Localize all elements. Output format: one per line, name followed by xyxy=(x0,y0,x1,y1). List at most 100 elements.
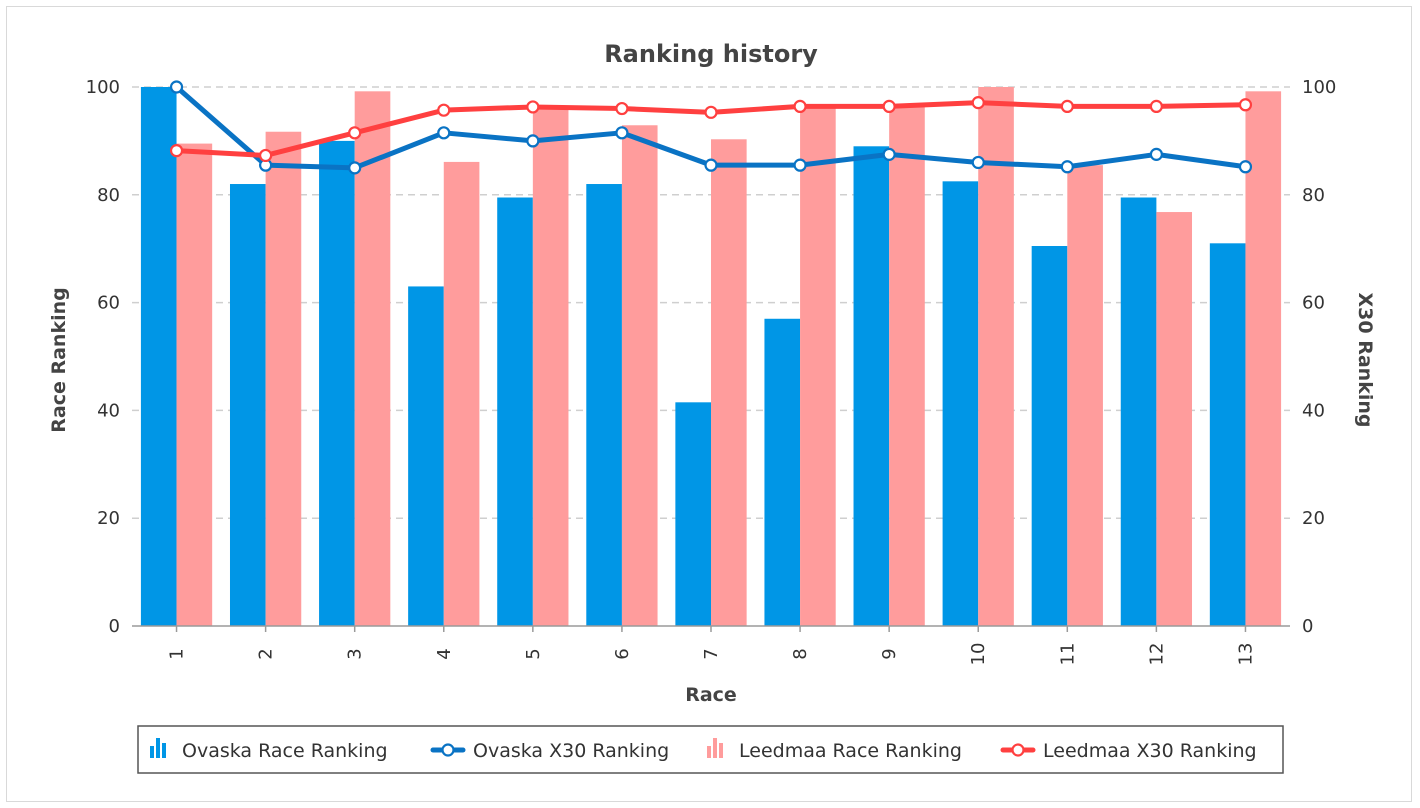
y-tick-right: 80 xyxy=(1302,185,1325,206)
x-tick-label: 6 xyxy=(612,648,633,659)
legend-bar-icon xyxy=(150,738,166,758)
legend-line-icon xyxy=(430,743,466,757)
x-tick-label: 9 xyxy=(879,648,900,659)
legend-line-icon-part xyxy=(1011,743,1025,757)
point-leedmaa-x30-ranking xyxy=(1238,98,1253,112)
point-ovaska-x30-ranking xyxy=(437,126,451,140)
bar-ovaska-race-ranking xyxy=(1209,243,1246,626)
y-axis-title-right: X30 Ranking xyxy=(1354,293,1376,428)
bar-ovaska-race-ranking xyxy=(497,197,533,626)
y-tick-right: 60 xyxy=(1302,293,1325,314)
bar-leedmaa-race-ranking xyxy=(1067,165,1103,626)
legend-label-ovaska-race-ranking: Ovaska Race Ranking xyxy=(182,740,388,762)
bar-ovaska-race-ranking xyxy=(229,184,266,626)
bar-ovaska-race-ranking xyxy=(408,286,444,626)
legend-bar-icon-part xyxy=(162,743,166,758)
legend-bar-icon-part xyxy=(150,746,154,758)
bar-leedmaa-race-ranking xyxy=(621,125,658,627)
legend-bar-icon-part xyxy=(156,738,160,758)
legend-line-icon-part xyxy=(441,743,455,757)
bar-ovaska-race-ranking xyxy=(1031,246,1068,626)
point-leedmaa-x30-ranking xyxy=(971,96,985,110)
point-leedmaa-x30-ranking xyxy=(437,103,451,117)
bar-leedmaa-race-ranking xyxy=(800,105,836,627)
y-tick-left: 20 xyxy=(97,508,120,529)
point-leedmaa-x30-ranking xyxy=(1149,99,1163,114)
chart-title: Ranking history xyxy=(604,40,818,68)
bar-leedmaa-race-ranking xyxy=(176,143,213,626)
y-tick-left: 60 xyxy=(97,293,120,314)
point-ovaska-x30-ranking xyxy=(169,80,184,94)
y-tick-left: 40 xyxy=(97,400,120,421)
legend-label-ovaska-x30-ranking: Ovaska X30 Ranking xyxy=(473,740,669,762)
point-ovaska-x30-ranking xyxy=(1238,160,1253,174)
point-ovaska-x30-ranking xyxy=(526,134,540,148)
legend-bar-icon-part xyxy=(719,743,723,758)
bar-ovaska-race-ranking xyxy=(140,87,177,626)
line-layer xyxy=(169,80,1253,175)
x-tick-label: 13 xyxy=(1235,643,1256,666)
y-tick-left: 100 xyxy=(86,77,120,98)
legend-label-leedmaa-race-ranking: Leedmaa Race Ranking xyxy=(739,740,962,762)
point-leedmaa-x30-ranking xyxy=(348,126,362,140)
x-tick-label: 5 xyxy=(523,648,544,659)
x-tick-label: 12 xyxy=(1146,643,1167,666)
x-tick-label: 1 xyxy=(167,648,188,659)
legend-label-leedmaa-x30-ranking: Leedmaa X30 Ranking xyxy=(1043,740,1257,762)
point-ovaska-x30-ranking xyxy=(348,161,362,175)
bar-leedmaa-race-ranking xyxy=(354,91,391,626)
y-tick-right: 40 xyxy=(1302,400,1325,421)
bar-leedmaa-race-ranking xyxy=(1156,212,1193,626)
x-tick-label: 3 xyxy=(345,648,366,659)
y-tick-left: 80 xyxy=(97,185,120,206)
point-leedmaa-x30-ranking xyxy=(793,99,807,114)
bar-leedmaa-race-ranking xyxy=(889,105,925,627)
point-leedmaa-x30-ranking xyxy=(1060,99,1074,114)
y-tick-left: 0 xyxy=(109,616,120,637)
bar-ovaska-race-ranking xyxy=(1120,197,1157,626)
bar-ovaska-race-ranking xyxy=(853,146,890,627)
bar-ovaska-race-ranking xyxy=(586,184,622,626)
point-ovaska-x30-ranking xyxy=(1060,160,1074,174)
point-ovaska-x30-ranking xyxy=(971,155,985,170)
x-tick-label: 7 xyxy=(701,648,722,659)
point-ovaska-x30-ranking xyxy=(793,158,807,172)
chart-frame: Ranking history 0 0 20 20 40 40 60 60 80 80 100 100… xyxy=(6,6,1412,802)
x-tick-label: 11 xyxy=(1057,643,1078,666)
y-tick-right: 20 xyxy=(1302,508,1325,529)
x-axis-title: Race xyxy=(685,684,737,706)
bar-layer xyxy=(140,87,1282,627)
legend-bar-icon xyxy=(707,738,723,758)
bar-leedmaa-race-ranking xyxy=(443,161,480,626)
x-tick-label: 2 xyxy=(256,648,277,659)
point-leedmaa-x30-ranking xyxy=(615,101,629,116)
point-ovaska-x30-ranking xyxy=(882,147,896,161)
point-ovaska-x30-ranking xyxy=(704,158,718,172)
point-leedmaa-x30-ranking xyxy=(526,100,540,114)
legend: Ovaska Race Ranking Ovaska X30 Ranking Lee… xyxy=(137,725,1284,774)
point-leedmaa-x30-ranking xyxy=(704,105,718,119)
bar-ovaska-race-ranking xyxy=(319,140,355,626)
bar-leedmaa-race-ranking xyxy=(265,131,302,626)
chart-canvas: Ranking history 0 0 20 20 40 40 60 60 80 80 100 100… xyxy=(48,40,1376,774)
x-tick-label: 4 xyxy=(434,648,455,659)
legend-bar-icon-part xyxy=(713,738,717,758)
legend-line-icon xyxy=(1000,743,1036,757)
point-leedmaa-x30-ranking xyxy=(169,144,184,158)
point-ovaska-x30-ranking xyxy=(1149,147,1163,161)
bar-leedmaa-race-ranking xyxy=(1245,91,1282,626)
point-leedmaa-x30-ranking xyxy=(259,148,273,163)
point-leedmaa-x30-ranking xyxy=(882,99,896,114)
bar-ovaska-race-ranking xyxy=(764,318,801,626)
bar-leedmaa-race-ranking xyxy=(978,87,1014,626)
x-tick-label: 8 xyxy=(790,648,811,659)
bar-leedmaa-race-ranking xyxy=(711,139,747,626)
bar-ovaska-race-ranking xyxy=(942,181,979,626)
y-tick-right: 100 xyxy=(1302,77,1336,98)
point-ovaska-x30-ranking xyxy=(615,126,629,140)
x-tick-label: 10 xyxy=(968,643,989,666)
legend-bar-icon-part xyxy=(707,746,711,758)
y-tick-right: 0 xyxy=(1302,616,1313,637)
y-axis-title-left: Race Ranking xyxy=(48,287,70,432)
